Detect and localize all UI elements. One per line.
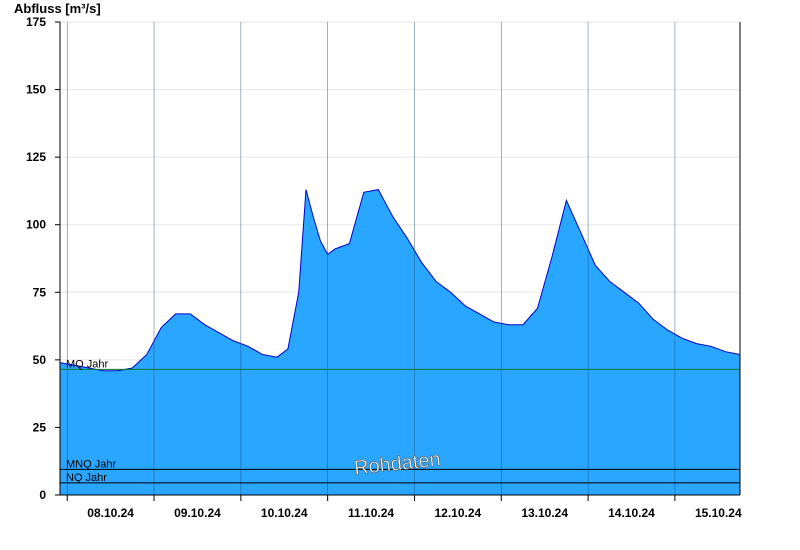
x-tick-label: 14.10.24 (608, 506, 655, 520)
y-tick-label: 75 (33, 285, 47, 299)
y-tick-label: 175 (26, 15, 46, 29)
reference-label-2: NQ Jahr (66, 472, 107, 484)
area-layer (59, 189, 741, 495)
x-tick-label: 12.10.24 (435, 506, 482, 520)
y-tick-label: 25 (33, 420, 47, 434)
y-tick-label: 50 (33, 353, 47, 367)
axis-layer: 08.10.24 09.10.24 10.10.24 11.10.24 12.10.24… (26, 15, 742, 520)
reference-lines-layer: MQ Jahr MNQ Jahr NQ Jahr (60, 358, 740, 484)
series-line-0 (59, 189, 741, 372)
x-tick-label: 10.10.24 (261, 506, 308, 520)
reference-label-0: MQ Jahr (66, 358, 109, 370)
x-tick-label: 09.10.24 (174, 506, 221, 520)
y-tick-label: 0 (39, 488, 46, 502)
x-tick-label: 11.10.24 (348, 506, 394, 520)
reference-label-1: MNQ Jahr (66, 458, 116, 470)
x-tick-label: 13.10.24 (521, 506, 568, 520)
day-divider-layer (66, 22, 676, 495)
y-tick-label: 150 (26, 83, 46, 97)
x-tick-label: 08.10.24 (87, 506, 134, 520)
y-tick-label: 100 (26, 218, 46, 232)
series-area-0 (60, 189, 740, 495)
x-tick-label: 15.10.24 (695, 506, 742, 520)
y-tick-label: 125 (26, 150, 46, 164)
y-axis-title: Abfluss [m³/s] (14, 1, 101, 16)
